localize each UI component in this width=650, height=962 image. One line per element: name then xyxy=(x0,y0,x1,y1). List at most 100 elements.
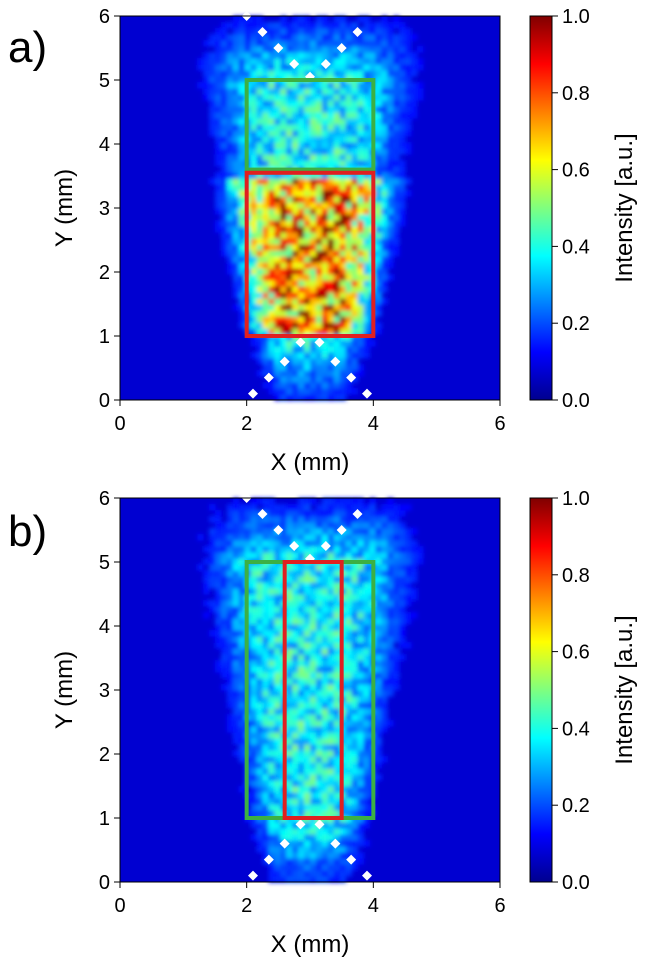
heatmap-cell xyxy=(292,88,299,95)
heatmap-cell xyxy=(315,516,323,523)
heatmap-cell xyxy=(405,540,412,547)
heatmap-cell xyxy=(250,516,258,523)
heatmap-cell xyxy=(393,106,400,113)
heatmap-cell xyxy=(280,316,287,323)
heatmap-cell xyxy=(292,666,299,673)
heatmap-cell xyxy=(286,516,293,523)
heatmap-cell xyxy=(327,328,335,335)
heatmap-cell xyxy=(226,220,234,227)
heatmap-cell xyxy=(292,94,299,101)
heatmap-cell xyxy=(280,46,287,53)
heatmap-cell xyxy=(387,540,394,547)
heatmap-cell xyxy=(315,298,323,305)
heatmap-cell xyxy=(286,834,293,841)
heatmap-cell xyxy=(375,208,382,215)
heatmap-cell xyxy=(315,214,323,221)
heatmap-cell xyxy=(315,774,323,781)
heatmap-cell xyxy=(381,118,388,125)
heatmap-cell xyxy=(375,118,382,125)
heatmap-cell xyxy=(304,726,311,733)
heatmap-cell xyxy=(327,648,335,655)
heatmap-cell xyxy=(363,52,370,59)
heatmap-cell xyxy=(304,786,311,793)
heatmap-cell xyxy=(315,394,323,401)
heatmap-cell xyxy=(327,208,335,215)
heatmap-cell xyxy=(250,154,258,161)
heatmap-cell xyxy=(280,64,287,71)
colorbar-ticks: 0.00.20.40.60.81.0 xyxy=(552,488,590,894)
heatmap-cell xyxy=(363,648,370,655)
heatmap-cell xyxy=(304,130,311,137)
heatmap-cell xyxy=(298,870,305,877)
heatmap-cell xyxy=(327,852,335,859)
heatmap-cell xyxy=(268,810,275,817)
marker-point xyxy=(320,59,331,69)
heatmap-cell xyxy=(345,510,353,517)
heatmap-cell xyxy=(315,780,323,787)
heatmap-cell xyxy=(232,732,240,739)
heatmap-cell xyxy=(315,732,323,739)
heatmap-cell xyxy=(286,220,293,227)
heatmap-cell xyxy=(339,876,347,883)
heatmap-cell xyxy=(238,304,246,311)
heatmap-cell xyxy=(292,250,299,257)
heatmap-cell xyxy=(226,76,234,83)
heatmap-cell xyxy=(298,666,305,673)
heatmap-cell xyxy=(292,714,299,721)
y-tick-label: 5 xyxy=(99,70,110,92)
heatmap-cell xyxy=(315,106,323,113)
heatmap-cell xyxy=(209,552,216,559)
heatmap-cell xyxy=(315,702,323,709)
heatmap-cell xyxy=(238,88,246,95)
heatmap-cell xyxy=(298,64,305,71)
heatmap-cell xyxy=(327,774,335,781)
heatmap-cell xyxy=(357,196,365,203)
heatmap-cell xyxy=(256,786,264,793)
heatmap-cell xyxy=(286,654,293,661)
heatmap-cell xyxy=(393,552,400,559)
heatmap-cell xyxy=(286,256,293,263)
heatmap-cell xyxy=(393,672,400,679)
heatmap-cell xyxy=(250,88,258,95)
heatmap-cell xyxy=(345,732,353,739)
heatmap-cell xyxy=(256,810,264,817)
heatmap-cell xyxy=(351,714,359,721)
heatmap-cell xyxy=(256,672,264,679)
heatmap-cell xyxy=(387,124,394,131)
heatmap-cell xyxy=(399,564,406,571)
heatmap-cell xyxy=(226,690,234,697)
heatmap-cell xyxy=(304,142,311,149)
heatmap-cell xyxy=(292,220,299,227)
heatmap-cell xyxy=(375,142,382,149)
heatmap-cell xyxy=(268,828,275,835)
heatmap-cell xyxy=(357,268,365,275)
heatmap-cell xyxy=(250,100,258,107)
heatmap-cell xyxy=(363,666,370,673)
heatmap-cell xyxy=(274,148,281,155)
heatmap-cell xyxy=(286,546,293,553)
heatmap-cell xyxy=(363,840,370,847)
heatmap-cell xyxy=(203,94,210,101)
heatmap-cell xyxy=(363,136,370,143)
heatmap-cell xyxy=(399,220,406,227)
heatmap-cell xyxy=(333,16,341,23)
heatmap-cell xyxy=(274,654,281,661)
heatmap-cell xyxy=(292,594,299,601)
heatmap-cell xyxy=(274,274,281,281)
heatmap-cell xyxy=(321,510,329,517)
heatmap-cell xyxy=(262,94,270,101)
heatmap-cell xyxy=(327,564,335,571)
heatmap-cell xyxy=(286,154,293,161)
heatmap-cell xyxy=(298,828,305,835)
heatmap-cell xyxy=(375,594,382,601)
heatmap-cell xyxy=(393,214,400,221)
heatmap-cell xyxy=(387,148,394,155)
heatmap-cell xyxy=(333,106,341,113)
heatmap-cell xyxy=(381,250,388,257)
heatmap-cell xyxy=(310,546,317,553)
heatmap-cell xyxy=(351,732,359,739)
heatmap-cell xyxy=(292,726,299,733)
heatmap-cell xyxy=(250,58,258,65)
heatmap-cell xyxy=(315,606,323,613)
heatmap-cell xyxy=(304,570,311,577)
